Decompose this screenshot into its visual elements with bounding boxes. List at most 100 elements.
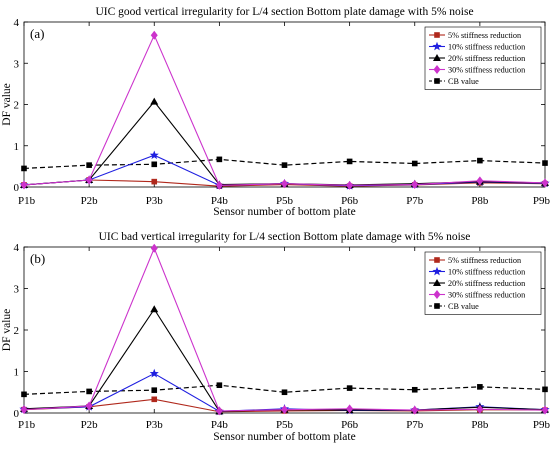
y-tick-label: 2 — [14, 100, 20, 112]
y-tick-label: 1 — [14, 141, 20, 153]
series-line — [23, 384, 546, 395]
x-tick-label: P2b — [81, 419, 99, 431]
data-point — [281, 405, 288, 415]
data-point — [150, 305, 159, 313]
series-line — [23, 158, 546, 170]
x-tick-label: P5b — [276, 419, 294, 431]
data-point — [21, 165, 27, 172]
data-point — [346, 158, 353, 165]
x-tick-label: P1b — [18, 419, 36, 431]
data-point — [20, 180, 28, 190]
data-point — [541, 178, 549, 188]
data-point — [149, 368, 159, 378]
legend-marker — [434, 257, 440, 263]
data-point — [151, 161, 158, 168]
data-point — [477, 157, 483, 164]
y-tick-label: 0 — [14, 408, 20, 420]
data-point — [411, 405, 419, 415]
data-point — [542, 160, 548, 166]
y-tick-label: 1 — [14, 367, 20, 379]
y-tick-label: 3 — [14, 58, 20, 70]
chart-title: UIC good vertical irregularity for L/4 s… — [95, 6, 473, 18]
data-point — [411, 160, 418, 167]
panel-a: UIC good vertical irregularity for L/4 s… — [1, 6, 550, 218]
legend-entry: 10% stiffness reduction — [448, 268, 525, 277]
panel-label: (a) — [30, 26, 44, 41]
x-tick-label: P3b — [146, 419, 164, 431]
data-point — [477, 384, 483, 390]
data-point — [216, 156, 223, 163]
x-tick-label: P2b — [81, 195, 99, 207]
data-point — [20, 405, 28, 415]
data-point — [281, 179, 288, 189]
data-point — [346, 385, 353, 391]
series-5 — [21, 382, 548, 398]
series-4 — [20, 30, 549, 190]
x-tick-label: P9b — [533, 195, 550, 207]
data-point — [151, 178, 158, 185]
x-tick-label: P6b — [341, 195, 359, 207]
data-point — [411, 180, 419, 190]
y-tick-label: 4 — [14, 242, 20, 254]
legend: 5% stiffness reduction 10% stiffness redu… — [424, 26, 542, 90]
legend-marker — [433, 279, 441, 286]
series-4 — [20, 243, 549, 416]
legend-entry: 20% stiffness reduction — [448, 54, 525, 63]
x-tick-label: P9b — [533, 419, 550, 431]
data-point — [21, 391, 27, 398]
data-point — [150, 243, 158, 253]
data-point — [151, 387, 158, 393]
data-point — [476, 176, 484, 186]
legend-entry: 30% stiffness reduction — [448, 291, 525, 300]
legend: 5% stiffness reduction 10% stiffness redu… — [424, 251, 542, 315]
x-tick-label: P3b — [146, 195, 164, 207]
data-point — [150, 97, 159, 105]
x-tick-label: P4b — [211, 419, 229, 431]
x-tick-label: P7b — [406, 195, 424, 207]
data-point — [215, 406, 223, 416]
data-point — [542, 386, 548, 393]
x-tick-label: P7b — [406, 419, 424, 431]
legend-entry: CB value — [448, 77, 479, 86]
y-tick-label: 3 — [14, 284, 20, 296]
legend-entry: 20% stiffness reduction — [448, 279, 525, 288]
legend-marker — [434, 303, 440, 309]
y-tick-label: 2 — [14, 325, 20, 337]
data-point — [281, 389, 288, 396]
data-point — [150, 30, 158, 40]
data-point — [346, 180, 354, 190]
data-point — [86, 388, 92, 395]
legend-entry: 10% stiffness reduction — [448, 43, 525, 52]
x-axis-label: Sensor number of bottom plate — [213, 431, 355, 443]
data-point — [85, 401, 93, 411]
data-point — [85, 175, 93, 185]
y-tick-label: 0 — [14, 182, 20, 194]
data-point — [476, 404, 484, 414]
data-point — [151, 396, 158, 403]
data-point — [215, 180, 223, 190]
x-tick-label: P8b — [471, 419, 489, 431]
legend-marker — [434, 32, 440, 38]
data-point — [541, 405, 549, 415]
x-tick-label: P1b — [18, 195, 36, 207]
data-point — [281, 162, 288, 168]
series-5 — [21, 156, 548, 172]
legend-marker — [432, 266, 442, 276]
x-tick-label: P8b — [471, 195, 489, 207]
legend-entry: CB value — [448, 302, 479, 311]
legend-marker — [433, 290, 441, 299]
data-point — [411, 386, 418, 393]
chart-title: UIC bad vertical irregularity for L/4 se… — [99, 231, 471, 243]
data-point — [86, 162, 92, 168]
data-point — [346, 404, 354, 414]
x-tick-label: P6b — [341, 419, 359, 431]
legend-entry: 5% stiffness reduction — [448, 256, 521, 265]
x-tick-label: P5b — [276, 195, 294, 207]
panel-b: UIC bad vertical irregularity for L/4 se… — [1, 231, 550, 443]
legend-marker — [433, 65, 441, 74]
y-tick-label: 4 — [14, 17, 20, 29]
legend-entry: 5% stiffness reduction — [448, 31, 521, 40]
x-axis-label: Sensor number of bottom plate — [213, 206, 355, 218]
